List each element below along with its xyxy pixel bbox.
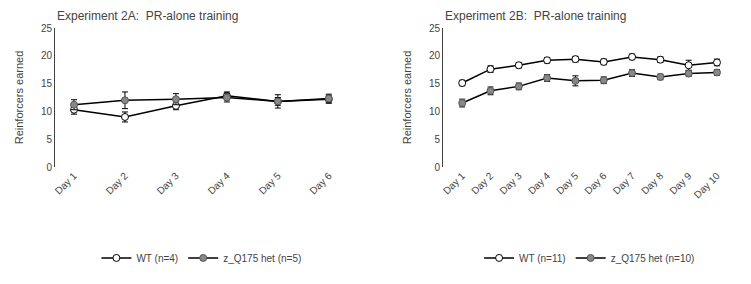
svg-text:0: 0 [46,162,52,173]
svg-text:Day 5: Day 5 [257,170,284,197]
svg-text:20: 20 [41,50,53,61]
svg-text:Day 4: Day 4 [206,170,233,197]
svg-text:10: 10 [41,106,53,117]
svg-text:Experiment 2A: PR-alone train: Experiment 2A: PR-alone training [57,9,238,23]
svg-text:z_Q175 het (n=5): z_Q175 het (n=5) [223,253,301,264]
svg-text:z_Q175 het (n=10): z_Q175 het (n=10) [611,253,695,264]
svg-text:Day 1: Day 1 [441,170,468,197]
svg-text:Day 10: Day 10 [692,170,722,200]
svg-text:Day 2: Day 2 [469,170,496,197]
svg-text:Day 3: Day 3 [498,170,525,197]
svg-text:15: 15 [429,78,441,89]
svg-text:Reinforcers earned: Reinforcers earned [401,51,413,145]
svg-text:20: 20 [429,50,441,61]
svg-text:Day 5: Day 5 [554,170,581,197]
svg-text:Day 6: Day 6 [582,170,609,197]
svg-text:Experiment 2B: PR-alone train: Experiment 2B: PR-alone training [445,9,626,23]
svg-text:WT (n=4): WT (n=4) [136,253,178,264]
svg-text:25: 25 [41,23,53,34]
svg-text:Day 7: Day 7 [611,170,638,197]
svg-text:25: 25 [429,23,441,34]
svg-text:Day 1: Day 1 [53,170,80,197]
svg-text:5: 5 [46,134,52,145]
svg-text:Reinforcers earned: Reinforcers earned [13,51,25,145]
svg-text:Day 2: Day 2 [104,170,131,197]
svg-text:Day 6: Day 6 [308,170,335,197]
svg-text:Day 4: Day 4 [526,170,553,197]
svg-text:Day 8: Day 8 [639,170,666,197]
svg-text:10: 10 [429,106,441,117]
svg-text:Day 9: Day 9 [667,170,694,197]
svg-text:WT (n=11): WT (n=11) [519,253,566,264]
svg-text:Day 3: Day 3 [155,170,182,197]
svg-text:0: 0 [435,162,441,173]
svg-text:15: 15 [41,78,53,89]
svg-text:5: 5 [435,134,441,145]
